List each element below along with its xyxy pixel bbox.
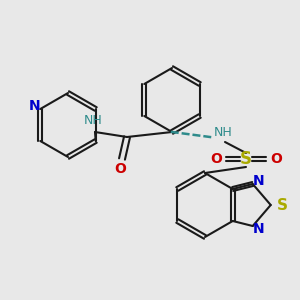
Text: S: S xyxy=(240,150,252,168)
Text: N: N xyxy=(28,99,40,113)
Text: NH: NH xyxy=(214,127,233,140)
Text: NH: NH xyxy=(84,113,102,127)
Text: N: N xyxy=(253,174,265,188)
Text: O: O xyxy=(114,162,126,176)
Text: S: S xyxy=(277,197,288,212)
Text: O: O xyxy=(270,152,282,166)
Text: O: O xyxy=(210,152,222,166)
Text: N: N xyxy=(253,222,265,236)
